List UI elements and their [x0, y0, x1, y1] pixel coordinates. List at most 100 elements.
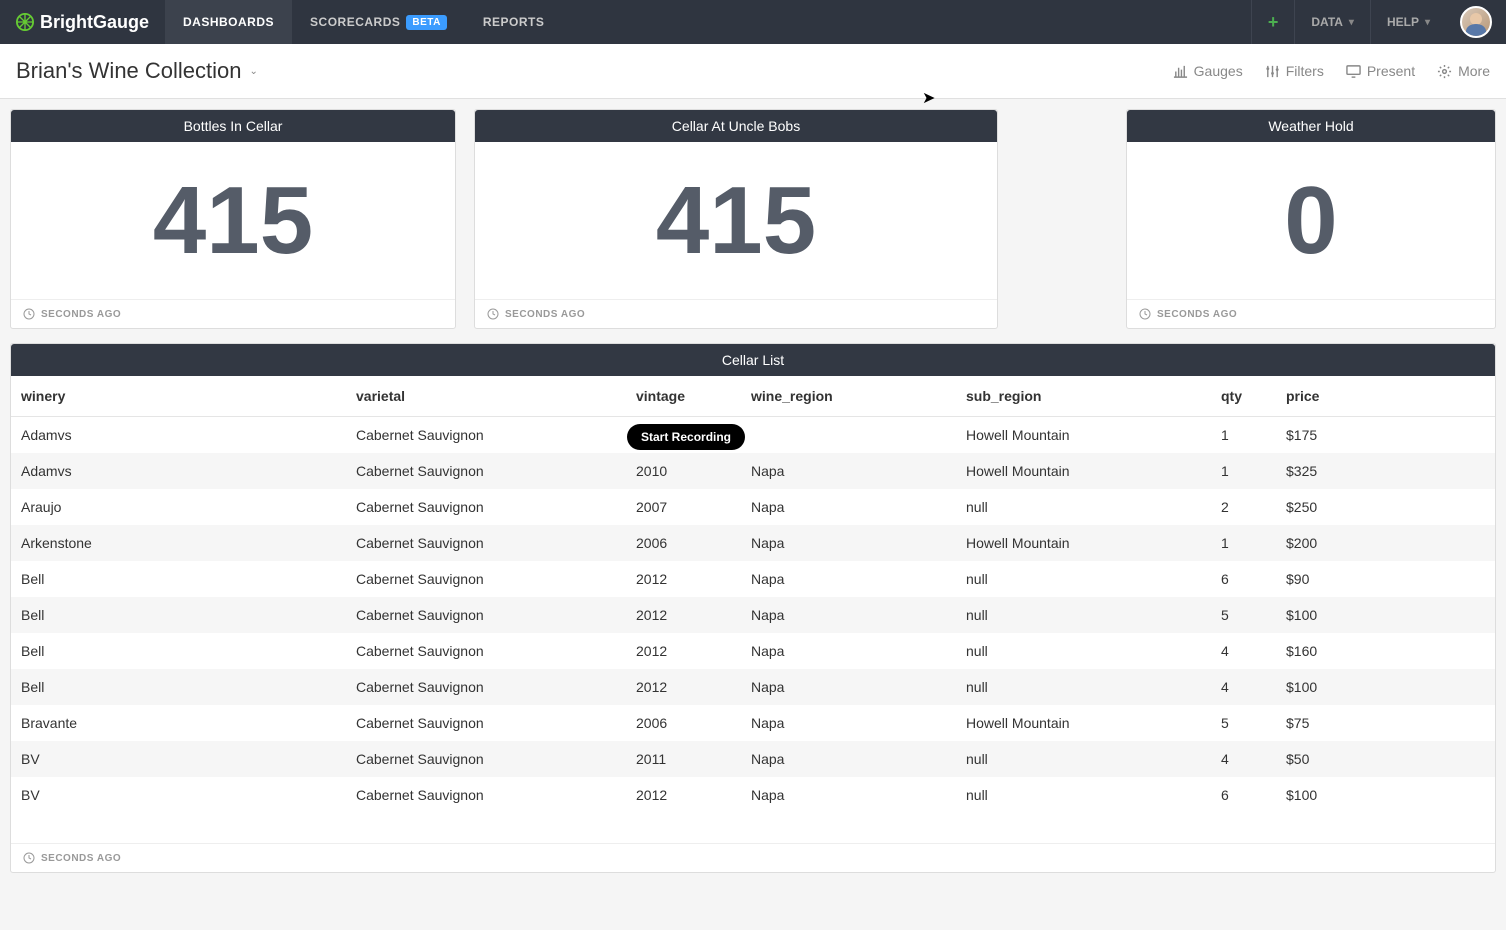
table-cell: $100: [1276, 669, 1495, 705]
table-cell: null: [956, 741, 1211, 777]
clock-icon: [23, 852, 35, 864]
dashboard-actions: Gauges Filters Present More: [1173, 63, 1490, 79]
table-cell: 6: [1211, 561, 1276, 597]
start-recording-tooltip[interactable]: Start Recording: [627, 424, 745, 450]
table-cell: 6: [1211, 777, 1276, 813]
content-area: Bottles In Cellar 415 SECONDS AGO Cellar…: [0, 99, 1506, 883]
add-button[interactable]: +: [1251, 0, 1295, 44]
table-cell: Adamvs: [11, 453, 346, 489]
table-cell: Cabernet Sauvignon: [346, 741, 626, 777]
help-menu[interactable]: HELP▾: [1370, 0, 1446, 44]
table-cell: $250: [1276, 489, 1495, 525]
table-cell: 5: [1211, 705, 1276, 741]
table-cell: null: [956, 597, 1211, 633]
table-cell: Adamvs: [11, 417, 346, 454]
table-cell: $160: [1276, 633, 1495, 669]
table-cell: Napa: [741, 777, 956, 813]
table-cell: null: [956, 489, 1211, 525]
present-action[interactable]: Present: [1346, 63, 1415, 79]
nav-reports[interactable]: REPORTS: [465, 0, 563, 44]
table-cell: Cabernet Sauvignon: [346, 597, 626, 633]
table-row[interactable]: BellCabernet Sauvignon2012Napanull5$100: [11, 597, 1495, 633]
column-header[interactable]: wine_region: [741, 376, 956, 417]
column-header[interactable]: varietal: [346, 376, 626, 417]
gauge-value: 415: [656, 166, 816, 276]
more-action[interactable]: More: [1437, 63, 1490, 79]
table-cell: 1: [1211, 453, 1276, 489]
nav-dashboards[interactable]: DASHBOARDS: [165, 0, 292, 44]
table-cell: 2006: [626, 525, 741, 561]
gear-icon: [1437, 64, 1452, 79]
sliders-icon: [1265, 64, 1280, 79]
table-cell: Howell Mountain: [956, 417, 1211, 454]
chevron-down-icon: ▾: [1425, 17, 1430, 28]
table-cell: Cabernet Sauvignon: [346, 525, 626, 561]
table-cell: Cabernet Sauvignon: [346, 705, 626, 741]
column-header[interactable]: price: [1276, 376, 1495, 417]
table-cell: Napa: [741, 669, 956, 705]
table-cell: Howell Mountain: [956, 525, 1211, 561]
table-cell: 4: [1211, 741, 1276, 777]
gauges-action[interactable]: Gauges: [1173, 63, 1243, 79]
table-row[interactable]: AdamvsCabernet Sauvignon2010NapaHowell M…: [11, 453, 1495, 489]
table-row[interactable]: BravanteCabernet Sauvignon2006NapaHowell…: [11, 705, 1495, 741]
table-row[interactable]: BVCabernet Sauvignon2011Napanull4$50: [11, 741, 1495, 777]
data-menu[interactable]: DATA▾: [1294, 0, 1370, 44]
table-row[interactable]: BVCabernet Sauvignon2012Napanull6$100: [11, 777, 1495, 813]
clock-icon: [23, 308, 35, 320]
nav-links: DASHBOARDS SCORECARDS BETA REPORTS: [165, 0, 562, 44]
table-cell: null: [956, 669, 1211, 705]
cursor-icon: ➤: [922, 88, 935, 108]
table-row[interactable]: BellCabernet Sauvignon2012Napanull4$100: [11, 669, 1495, 705]
table-cell: Bell: [11, 597, 346, 633]
card-title: Bottles In Cellar: [11, 110, 455, 142]
table-cell: $175: [1276, 417, 1495, 454]
table-cell: $325: [1276, 453, 1495, 489]
table-cell: Cabernet Sauvignon: [346, 561, 626, 597]
table-cell: Napa: [741, 633, 956, 669]
table-cell: 2012: [626, 669, 741, 705]
column-header[interactable]: sub_region: [956, 376, 1211, 417]
brand-logo[interactable]: BrightGauge: [0, 12, 165, 33]
card-title: Cellar At Uncle Bobs: [475, 110, 997, 142]
top-nav: BrightGauge DASHBOARDS SCORECARDS BETA R…: [0, 0, 1506, 44]
table-row[interactable]: ArkenstoneCabernet Sauvignon2006NapaHowe…: [11, 525, 1495, 561]
table-cell: Napa: [741, 525, 956, 561]
filters-action[interactable]: Filters: [1265, 63, 1324, 79]
table-cell: 2012: [626, 777, 741, 813]
table-cell: Napa: [741, 741, 956, 777]
dashboard-title-dropdown[interactable]: Brian's Wine Collection ⌄: [16, 58, 258, 84]
table-cell: Bell: [11, 561, 346, 597]
column-header[interactable]: vintage: [626, 376, 741, 417]
user-avatar[interactable]: [1460, 6, 1492, 38]
column-header[interactable]: winery: [11, 376, 346, 417]
table-cell: null: [956, 777, 1211, 813]
gauge-value: 415: [153, 166, 313, 276]
table-cell: $50: [1276, 741, 1495, 777]
gauge-cellar-uncle-bobs[interactable]: Cellar At Uncle Bobs 415 SECONDS AGO: [474, 109, 998, 329]
table-row[interactable]: AraujoCabernet Sauvignon2007Napanull2$25…: [11, 489, 1495, 525]
table-row[interactable]: BellCabernet Sauvignon2012Napanull6$90: [11, 561, 1495, 597]
table-cell: Cabernet Sauvignon: [346, 633, 626, 669]
nav-scorecards[interactable]: SCORECARDS BETA: [292, 0, 465, 44]
table-cell: [741, 417, 956, 454]
table-cell: 2: [1211, 489, 1276, 525]
table-cell: Howell Mountain: [956, 453, 1211, 489]
table-cell: 5: [1211, 597, 1276, 633]
table-row[interactable]: AdamvsCabernet SauvignonHowell Mountain1…: [11, 417, 1495, 454]
table-cell: 4: [1211, 633, 1276, 669]
table-cell: Cabernet Sauvignon: [346, 777, 626, 813]
table-cell: $90: [1276, 561, 1495, 597]
card-footer: SECONDS AGO: [11, 299, 455, 328]
cellar-list-table-card[interactable]: Cellar List wineryvarietalvintagewine_re…: [10, 343, 1496, 873]
column-header[interactable]: qty: [1211, 376, 1276, 417]
gauge-bottles-in-cellar[interactable]: Bottles In Cellar 415 SECONDS AGO: [10, 109, 456, 329]
table-cell: null: [956, 633, 1211, 669]
gauge-weather-hold[interactable]: Weather Hold 0 SECONDS AGO: [1126, 109, 1496, 329]
card-title: Cellar List: [11, 344, 1495, 376]
brand-name: BrightGauge: [40, 12, 149, 33]
table-row[interactable]: BellCabernet Sauvignon2012Napanull4$160: [11, 633, 1495, 669]
table-cell: Napa: [741, 561, 956, 597]
chevron-down-icon: ▾: [1349, 17, 1354, 28]
chevron-down-icon: ⌄: [250, 66, 258, 77]
